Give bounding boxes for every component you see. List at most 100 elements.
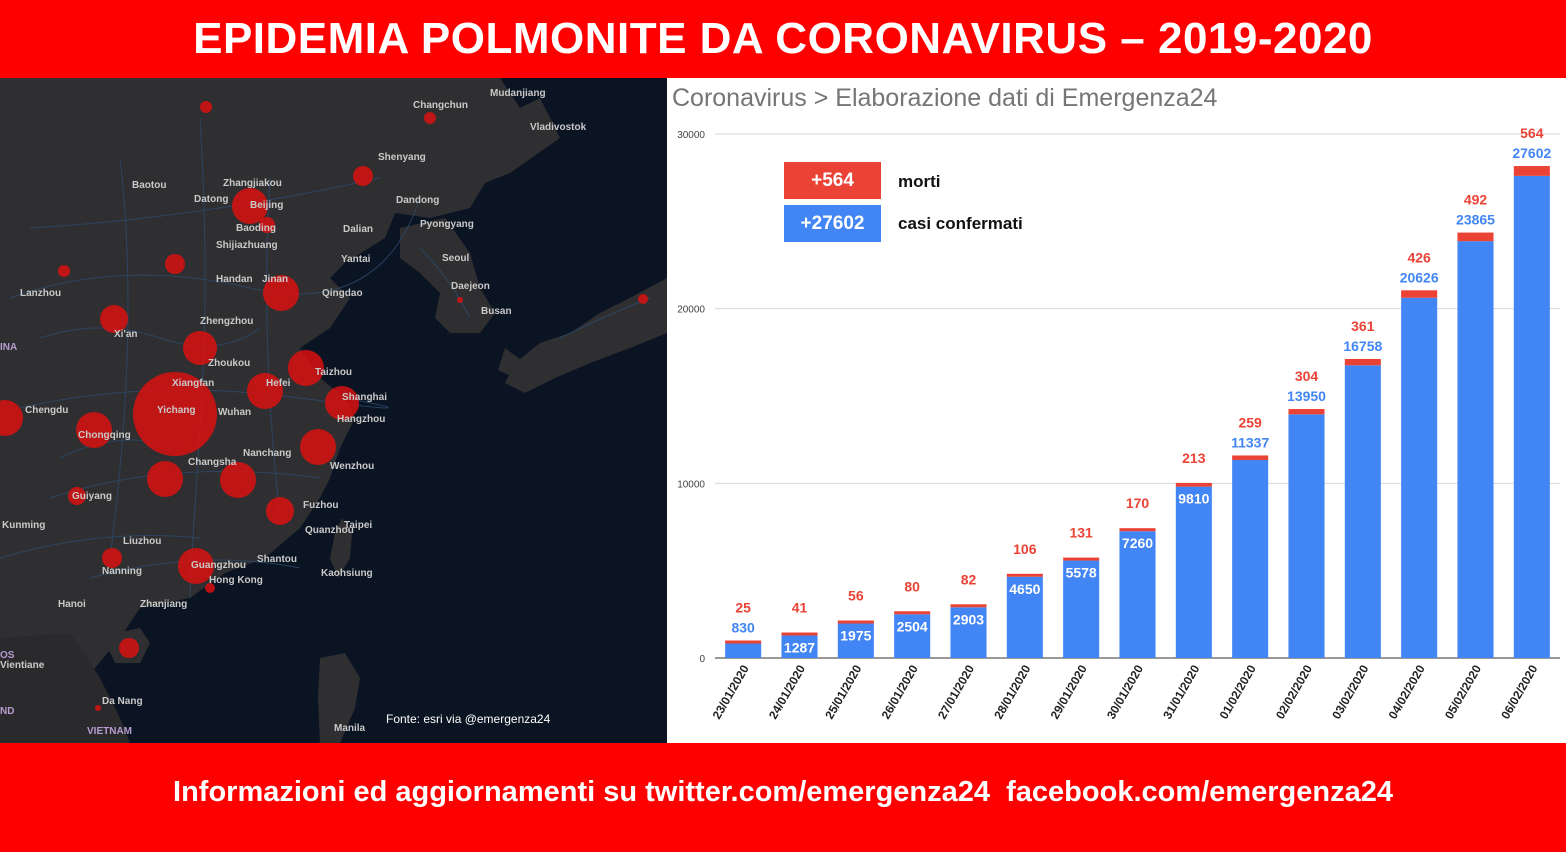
- map-city-label: Zhangjiakou: [223, 178, 282, 189]
- map-city-label: Xiangfan: [172, 378, 215, 389]
- map-land-philippines: [318, 653, 360, 743]
- bar-cases: [1457, 241, 1494, 658]
- bar-deaths: [725, 640, 762, 644]
- map-canvas[interactable]: [0, 78, 667, 743]
- case-bubble: [205, 583, 215, 593]
- case-bubble: [58, 265, 70, 277]
- bar-cases: [1175, 486, 1212, 658]
- data-label-deaths: 492: [1464, 192, 1488, 208]
- map-city-label: Nanning: [102, 566, 142, 577]
- map-city-label: Da Nang: [102, 696, 143, 707]
- map-land-japan: [505, 278, 667, 393]
- case-bubble: [95, 705, 101, 711]
- header-banner: EPIDEMIA POLMONITE DA CORONAVIRUS – 2019…: [0, 0, 1566, 78]
- data-label-deaths: 259: [1238, 414, 1262, 430]
- case-bubble: [178, 548, 214, 584]
- x-tick-label: 31/01/2020: [1160, 662, 1202, 721]
- x-tick-label: 26/01/2020: [879, 662, 921, 721]
- case-bubble: [266, 497, 294, 525]
- bar-deaths: [1063, 557, 1100, 561]
- bar-cases: [1288, 414, 1325, 658]
- data-label-cases: 2903: [953, 611, 984, 627]
- data-label-deaths: 304: [1295, 368, 1319, 384]
- x-tick-label: 06/02/2020: [1498, 662, 1540, 721]
- map-city-label: Liuzhou: [123, 536, 162, 547]
- map-city-label: Xi'an: [114, 329, 138, 340]
- data-label-cases: 1287: [784, 640, 815, 656]
- map-city-label: Shijiazhuang: [216, 240, 278, 251]
- map-city-label: Manila: [334, 723, 366, 734]
- map-city-label: Datong: [194, 194, 229, 205]
- bar-cases: [837, 623, 874, 658]
- bar-cases: [1401, 297, 1438, 658]
- case-bubble: [76, 412, 112, 448]
- data-label-cases: 9810: [1178, 491, 1209, 507]
- map-city-label: Jinan: [262, 274, 289, 285]
- map-panel[interactable]: Changchun Mudanjiang Vladivostok Shenyang Da…: [0, 78, 667, 743]
- data-label-deaths: 82: [961, 571, 977, 587]
- bar-cases: [1232, 459, 1269, 658]
- bar-deaths: [1457, 232, 1494, 242]
- case-bubble: [288, 350, 324, 386]
- map-land-korea: [400, 218, 495, 333]
- case-bubble: [0, 400, 23, 436]
- bar-deaths: [1401, 290, 1438, 298]
- map-city-label: Busan: [481, 306, 512, 317]
- map-city-label: INA: [0, 342, 18, 353]
- map-city-label: Zhanjiang: [140, 599, 188, 610]
- map-land-china: [0, 78, 560, 743]
- bar-cases: [1063, 560, 1100, 658]
- map-city-label: Baoding: [236, 223, 276, 234]
- map-city-label: Guangzhou: [191, 560, 246, 571]
- footer-links-text: Informazioni ed aggiornamenti su twitter…: [173, 776, 1393, 808]
- x-tick-label: 03/02/2020: [1329, 662, 1371, 721]
- map-city-label: Guiyang: [72, 491, 113, 502]
- data-label-deaths: 56: [848, 588, 864, 604]
- map-land-japan-south: [498, 348, 525, 378]
- map-city-label: Wuhan: [218, 407, 252, 418]
- bar-cases: [894, 614, 931, 658]
- map-city-label: Pyongyang: [420, 219, 474, 230]
- map-land-taiwan: [330, 518, 352, 578]
- data-label-cases: 7260: [1122, 535, 1153, 551]
- map-city-label: Hanoi: [58, 599, 86, 610]
- x-tick-label: 30/01/2020: [1104, 662, 1146, 721]
- data-label-deaths: 106: [1013, 541, 1037, 557]
- map-city-label: Chengdu: [25, 405, 69, 416]
- case-bubble: [147, 461, 183, 497]
- map-city-label: Fuzhou: [303, 500, 339, 511]
- map-city-label: Kunming: [2, 520, 46, 531]
- case-bubble: [263, 275, 299, 311]
- footer-banner: Informazioni ed aggiornamenti su twitter…: [0, 743, 1566, 852]
- case-bubble: [119, 638, 139, 658]
- map-city-label: Dalian: [343, 224, 374, 235]
- legend-swatch-deaths: +564: [784, 162, 881, 199]
- data-label-deaths: 170: [1126, 495, 1150, 511]
- map-city-label: Quanzhou: [305, 525, 354, 536]
- case-bubble: [68, 487, 86, 505]
- x-tick-label: 25/01/2020: [822, 662, 864, 721]
- case-bubble: [102, 548, 122, 568]
- x-tick-label: 24/01/2020: [766, 662, 808, 721]
- map-city-label: Changchun: [413, 100, 468, 111]
- bar-deaths: [1344, 358, 1381, 366]
- map-city-label: Dandong: [396, 195, 440, 206]
- map-city-label: Vladivostok: [530, 122, 587, 133]
- map-city-label: Taizhou: [315, 367, 353, 378]
- bar-deaths: [894, 611, 931, 615]
- case-bubble: [353, 166, 373, 186]
- map-city-label: Shenyang: [378, 152, 426, 163]
- map-city-label: Hong Kong: [209, 575, 263, 586]
- case-bubble: [638, 294, 648, 304]
- data-label-deaths: 361: [1351, 318, 1375, 334]
- data-label-cases: 5578: [1066, 565, 1097, 581]
- map-city-label: Zhoukou: [208, 358, 251, 369]
- data-label-deaths: 131: [1069, 525, 1093, 541]
- case-bubble: [183, 331, 217, 365]
- bar-cases: [1344, 365, 1381, 658]
- map-land-indochina: [0, 633, 130, 743]
- bar-cases: [950, 607, 987, 658]
- x-tick-label: 04/02/2020: [1386, 662, 1428, 721]
- data-label-cases: 13950: [1287, 388, 1326, 404]
- map-city-label: Seoul: [442, 253, 470, 264]
